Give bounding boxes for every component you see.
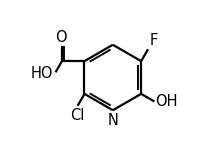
Text: F: F [149,33,158,48]
Text: HO: HO [30,66,53,81]
Text: OH: OH [156,94,178,109]
Text: Cl: Cl [71,108,85,123]
Text: N: N [107,113,118,128]
Text: O: O [55,30,67,45]
